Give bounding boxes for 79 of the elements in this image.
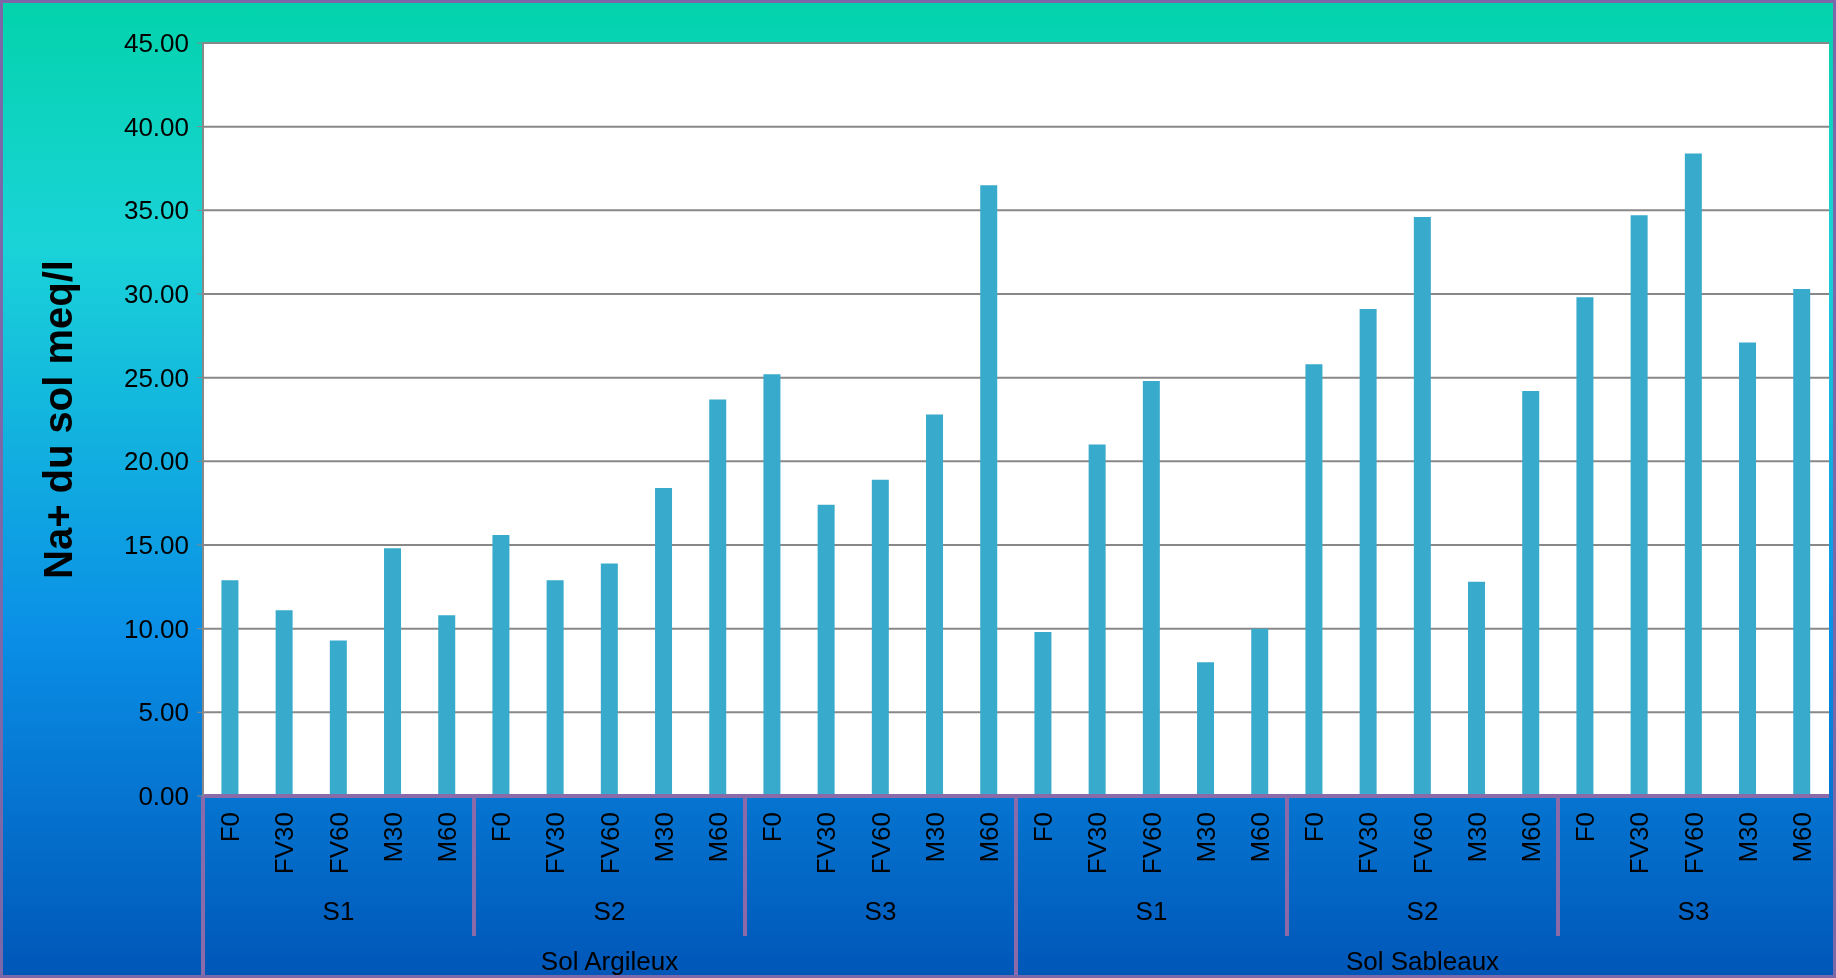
x-tick-label: M60 [1786, 812, 1817, 863]
x-tick-label: F0 [1299, 812, 1330, 843]
y-axis-title: Na+ du sol meq/l [36, 260, 81, 579]
bar [1468, 581, 1486, 796]
x-tick-label: FV30 [540, 812, 571, 875]
x-tick-label: F0 [486, 812, 517, 843]
bar [438, 615, 456, 796]
x-tick-label: FV30 [1624, 812, 1655, 875]
bar [329, 640, 347, 796]
x-tick-label: M30 [1732, 812, 1763, 863]
x-tick-label: FV60 [594, 812, 625, 875]
text: Sol Argileux [539, 946, 680, 977]
x-tick-label: M30 [377, 812, 408, 863]
y-tick-label: 0.00 [138, 781, 189, 811]
x-tick-label: FV60 [865, 812, 896, 875]
text: S3 [863, 896, 898, 927]
x-tick-label: FV30 [269, 812, 300, 875]
y-tick-label: 45.00 [123, 28, 189, 58]
bar [709, 399, 727, 796]
text: S3 [1676, 896, 1711, 927]
bar [600, 563, 618, 796]
x-tick-label: F0 [1570, 812, 1601, 843]
x-tick-label: FV60 [323, 812, 354, 875]
x-tick-label: M60 [1515, 812, 1546, 863]
bar [1305, 364, 1323, 796]
bar [384, 548, 402, 796]
x-tick-label: FV60 [1678, 812, 1709, 875]
text: Sol Sableaux [1344, 946, 1501, 977]
bar [275, 610, 293, 796]
x-tick-label: M30 [1461, 812, 1492, 863]
x-tick-label: F0 [1028, 812, 1059, 843]
x-tick-label: FV30 [1353, 812, 1384, 875]
text: S1 [321, 896, 356, 927]
bar [492, 534, 510, 796]
y-tick-label: 25.00 [123, 362, 189, 393]
bar [1088, 444, 1106, 796]
y-tick-label: 20.00 [123, 446, 189, 477]
bar [655, 488, 673, 796]
bar [1684, 153, 1702, 796]
y-tick-label: 35.00 [123, 195, 189, 226]
x-tick-label: M60 [1244, 812, 1275, 863]
y-tick-label: 10.00 [123, 613, 189, 644]
x-tick-label: F0 [215, 812, 246, 843]
bar [1576, 297, 1594, 796]
bar [1359, 309, 1377, 796]
bar [980, 185, 998, 796]
bar [926, 414, 944, 796]
text: S1 [1134, 896, 1169, 927]
x-tick-label: FV30 [1082, 812, 1113, 875]
bar [1522, 391, 1540, 796]
y-tick-label: 30.00 [123, 279, 189, 309]
x-tick-label: M60 [973, 812, 1004, 863]
x-tick-label: F0 [757, 812, 788, 843]
x-tick-label: M30 [648, 812, 679, 863]
x-tick-label: M60 [702, 812, 733, 863]
x-tick-label: FV60 [1136, 812, 1167, 875]
x-tick-label: M60 [431, 812, 462, 863]
x-tick-label: M30 [1190, 812, 1221, 863]
y-tick-label: 15.00 [123, 530, 189, 560]
x-tick-label: M30 [919, 812, 950, 863]
x-tick-label: FV30 [811, 812, 842, 875]
bar [1197, 662, 1215, 796]
bar [1034, 632, 1052, 796]
y-tick-label: 40.00 [123, 111, 189, 142]
bar [1739, 342, 1757, 796]
bar [546, 580, 564, 796]
bar [1630, 215, 1648, 796]
bar [1251, 628, 1269, 796]
bar [817, 504, 835, 796]
x-tick-label: FV60 [1407, 812, 1438, 875]
text: S2 [1405, 896, 1440, 927]
bar [221, 580, 239, 796]
bar [1413, 217, 1431, 796]
bar [871, 479, 889, 796]
y-tick-label: 5.00 [138, 697, 189, 728]
bar [1793, 288, 1811, 796]
bar [763, 374, 781, 796]
bar [1142, 381, 1160, 796]
text: S2 [592, 896, 627, 927]
